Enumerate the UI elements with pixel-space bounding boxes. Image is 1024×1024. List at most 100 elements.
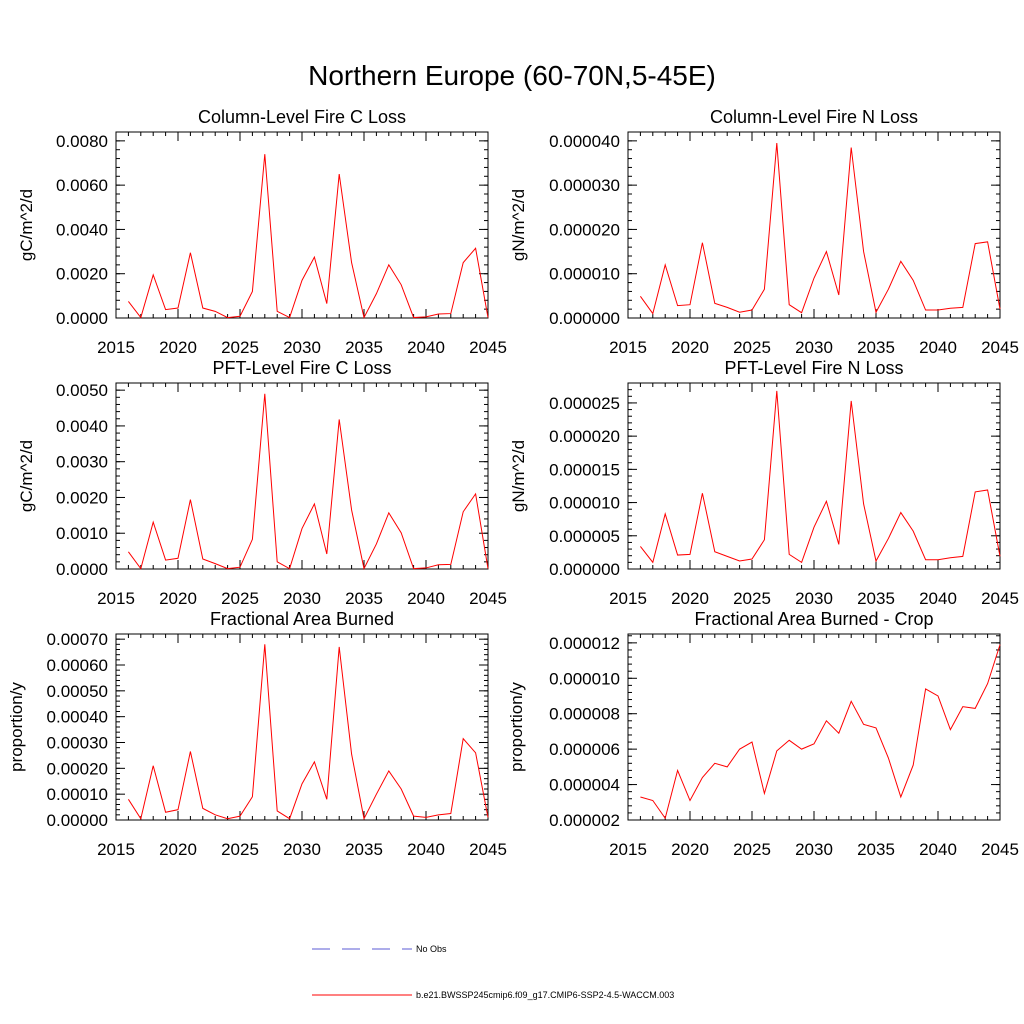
y-tick-label: 0.0010 [56, 524, 108, 543]
panel-6: Fractional Area Burned - Crop proportion/… [507, 609, 1019, 859]
legend: No Obs b.e21.BWSSP245cmip6.f09_g17.CMIP6… [312, 944, 674, 1000]
x-tick-label: 2045 [469, 338, 507, 357]
x-tick-label: 2015 [97, 589, 135, 608]
series-line [127, 393, 489, 571]
x-tick-label: 2025 [221, 840, 259, 859]
plot-frame [627, 633, 1001, 821]
x-tick-label: 2035 [345, 338, 383, 357]
y-tick-label: 0.000010 [549, 494, 620, 513]
y-tick-label: 0.000000 [549, 309, 620, 328]
x-tick-label: 2030 [795, 589, 833, 608]
x-tick-label: 2035 [857, 338, 895, 357]
plot-frame [115, 382, 489, 570]
panel-title: Fractional Area Burned [210, 609, 394, 629]
x-tick-label: 2040 [407, 338, 445, 357]
x-tick-label: 2030 [283, 840, 321, 859]
y-tick-label: 0.000010 [549, 265, 620, 284]
y-tick-label: 0.00050 [47, 682, 108, 701]
y-axis-label: proportion/y [507, 682, 526, 772]
x-tick-label: 2020 [159, 840, 197, 859]
y-tick-label: 0.0040 [56, 220, 108, 239]
y-tick-label: 0.00030 [47, 734, 108, 753]
x-tick-label: 2020 [159, 338, 197, 357]
y-tick-label: 0.0050 [56, 381, 108, 400]
x-tick-label: 2030 [283, 338, 321, 357]
y-tick-label: 0.0020 [56, 265, 108, 284]
x-tick-label: 2040 [407, 589, 445, 608]
x-tick-label: 2020 [159, 589, 197, 608]
panel-title: PFT-Level Fire C Loss [212, 358, 391, 378]
y-tick-label: 0.00040 [47, 708, 108, 727]
y-axis-label: gN/m^2/d [509, 189, 528, 261]
x-tick-label: 2025 [733, 589, 771, 608]
panel-5: Fractional Area Burned proportion/y 2015 20… [7, 609, 507, 859]
y-tick-label: 0.000025 [549, 394, 620, 413]
y-tick-label: 0.000030 [549, 176, 620, 195]
x-tick-label: 2045 [981, 338, 1019, 357]
y-axis-label: gN/m^2/d [509, 440, 528, 512]
plot-frame [115, 131, 489, 319]
y-tick-label: 0.00060 [47, 656, 108, 675]
x-tick-label: 2045 [981, 840, 1019, 859]
x-tick-label: 2025 [733, 840, 771, 859]
x-tick-label: 2015 [609, 589, 647, 608]
y-tick-label: 0.000040 [549, 132, 620, 151]
x-tick-label: 2015 [609, 338, 647, 357]
x-tick-label: 2030 [795, 840, 833, 859]
y-tick-label: 0.00000 [47, 811, 108, 830]
plot-frame [627, 382, 1001, 570]
y-tick-label: 0.000012 [549, 634, 620, 653]
panel-2: Column-Level Fire N Loss gN/m^2/d 2015 2020… [509, 107, 1019, 357]
x-tick-label: 2030 [283, 589, 321, 608]
legend-obs-label: No Obs [416, 944, 447, 954]
y-tick-label: 0.000010 [549, 669, 620, 688]
panel-4: PFT-Level Fire N Loss gN/m^2/d 2015 2020 202… [509, 358, 1019, 608]
x-tick-label: 2015 [97, 840, 135, 859]
y-tick-label: 0.000015 [549, 460, 620, 479]
series-line [640, 390, 1001, 564]
y-tick-label: 0.000004 [549, 776, 620, 795]
y-tick-label: 0.000006 [549, 740, 620, 759]
y-tick-label: 0.00020 [47, 759, 108, 778]
y-tick-label: 0.0000 [56, 309, 108, 328]
x-tick-label: 2040 [919, 338, 957, 357]
x-tick-label: 2040 [407, 840, 445, 859]
x-tick-label: 2040 [919, 589, 957, 608]
x-tick-label: 2040 [919, 840, 957, 859]
x-tick-label: 2020 [671, 338, 709, 357]
y-tick-label: 0.00010 [47, 785, 108, 804]
panel-title: Fractional Area Burned - Crop [694, 609, 933, 629]
x-tick-label: 2020 [671, 589, 709, 608]
x-tick-label: 2045 [981, 589, 1019, 608]
series-line [127, 644, 489, 821]
panel-title: Column-Level Fire C Loss [198, 107, 406, 127]
y-tick-label: 0.000008 [549, 705, 620, 724]
x-tick-label: 2015 [97, 338, 135, 357]
y-tick-label: 0.000020 [549, 220, 620, 239]
y-tick-label: 0.000005 [549, 527, 620, 546]
panels: Column-Level Fire C Loss gC/m^2/d 2015 2020… [7, 107, 1019, 859]
x-tick-label: 2045 [469, 589, 507, 608]
figure-title: Northern Europe (60-70N,5-45E) [308, 60, 716, 91]
y-tick-label: 0.000020 [549, 427, 620, 446]
x-tick-label: 2025 [221, 589, 259, 608]
y-tick-label: 0.000000 [549, 560, 620, 579]
y-tick-label: 0.0040 [56, 417, 108, 436]
series-line [640, 644, 1001, 820]
x-tick-label: 2035 [345, 589, 383, 608]
legend-model-label: b.e21.BWSSP245cmip6.f09_g17.CMIP6-SSP2-4… [416, 990, 674, 1000]
y-axis-label: gC/m^2/d [17, 189, 36, 261]
y-axis-label: proportion/y [7, 682, 26, 772]
x-tick-label: 2045 [469, 840, 507, 859]
x-tick-label: 2030 [795, 338, 833, 357]
x-tick-label: 2025 [733, 338, 771, 357]
y-tick-label: 0.00070 [47, 630, 108, 649]
plot-frame [115, 633, 489, 821]
y-tick-label: 0.0020 [56, 488, 108, 507]
x-tick-label: 2020 [671, 840, 709, 859]
y-tick-label: 0.0000 [56, 560, 108, 579]
panel-title: Column-Level Fire N Loss [710, 107, 918, 127]
series-line [128, 154, 489, 320]
x-tick-label: 2025 [221, 338, 259, 357]
y-tick-label: 0.0030 [56, 453, 108, 472]
